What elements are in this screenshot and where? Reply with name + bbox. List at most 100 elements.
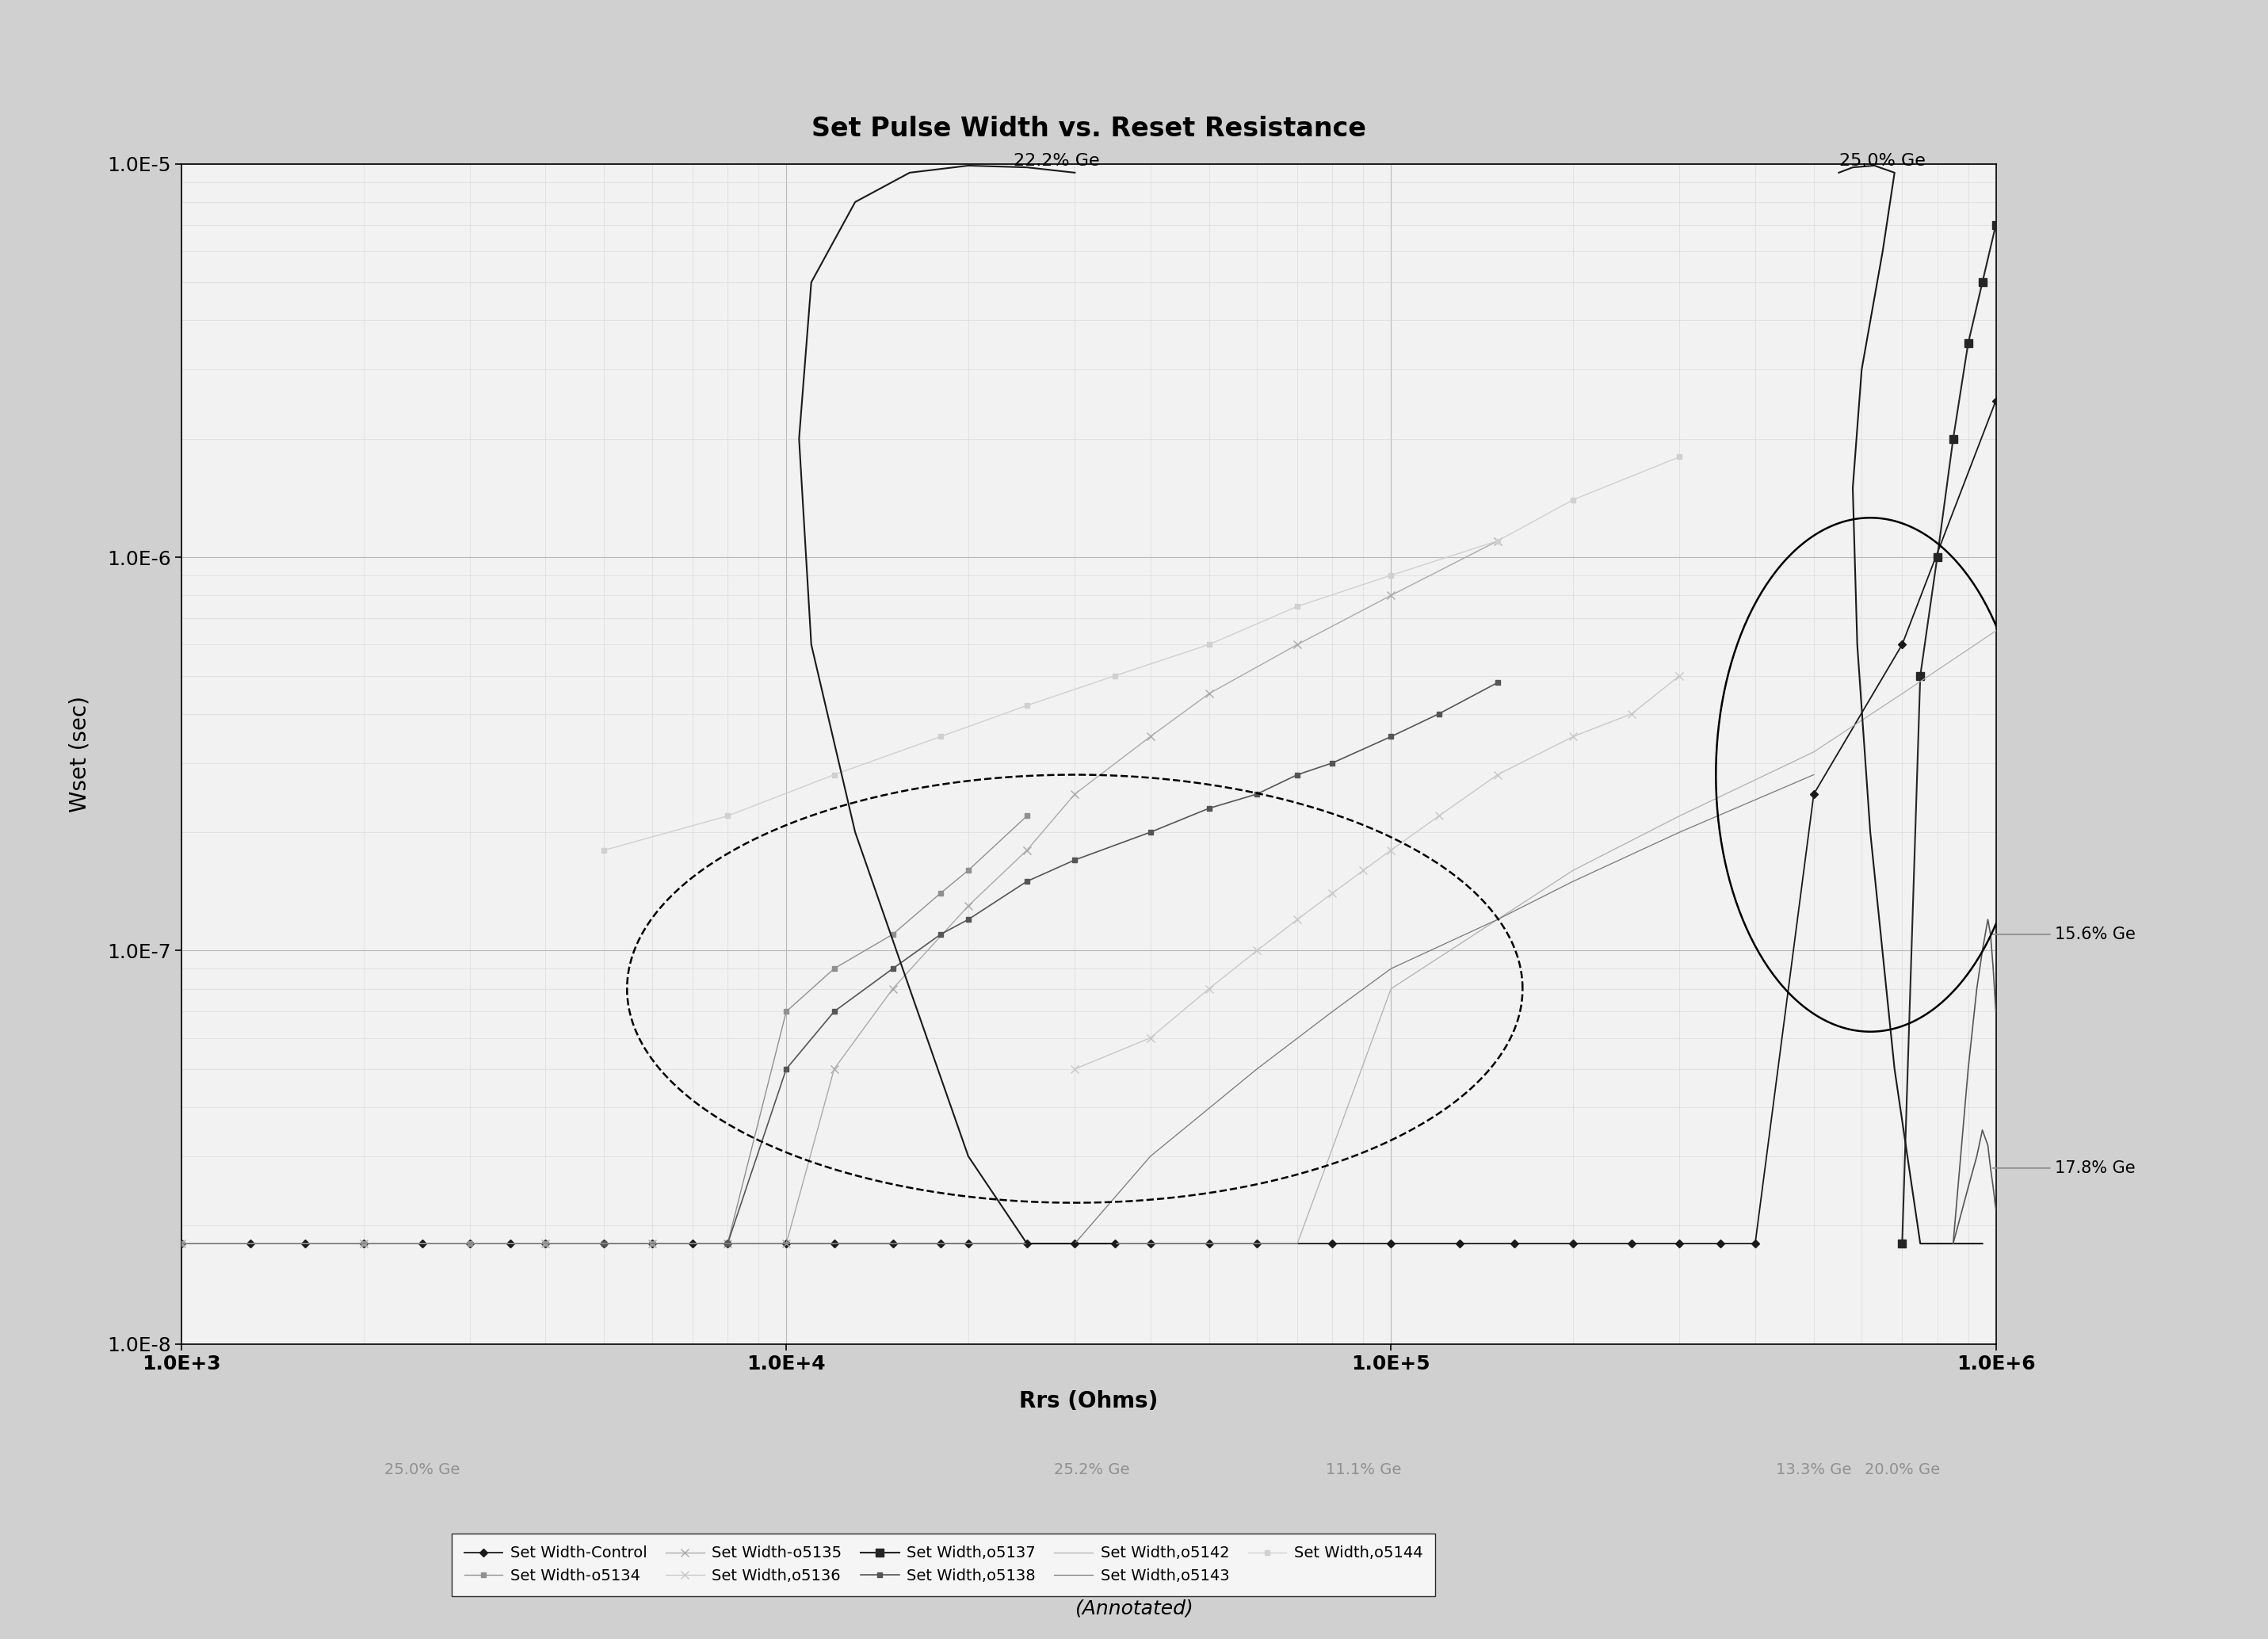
Set Width,o5136 [1667,665,1694,685]
Set Width-o5134 [533,1234,560,1254]
Set Width,o5138 [955,910,982,929]
Set Width-Control [497,1234,524,1254]
Set Width,o5138 [1061,851,1089,870]
Set Width-Control [928,1234,955,1254]
Set Width,o5136 [1483,765,1510,785]
Set Width,o5137 [1939,429,1966,449]
Set Width,o5138 [1483,674,1510,693]
Set Width-Control [349,1234,376,1254]
Text: 17.8% Ge: 17.8% Ge [1994,1160,2134,1177]
Line: Set Width,o5138: Set Width,o5138 [601,680,1501,1246]
Set Width-Control [1560,1234,1588,1254]
Set Width-o5135 [1014,841,1041,860]
Set Width,o5144 [590,841,617,860]
Set Width,o5138 [1284,765,1311,785]
Set Width,o5144 [1014,695,1041,715]
Set Width-o5135 [1195,683,1222,703]
Set Width,o5144 [821,765,848,785]
Line: Set Width,o5136: Set Width,o5136 [1070,672,1683,1074]
Set Width,o5144 [1560,490,1588,510]
Set Width-o5135 [349,1234,376,1254]
Set Width,o5144 [1483,531,1510,551]
Set Width-Control [1801,783,1828,803]
Set Width-o5134 [456,1234,483,1254]
Set Width-o5134 [1014,806,1041,826]
Set Width,o5142 [955,1234,982,1254]
Set Width,o5142 [1483,910,1510,929]
Text: 25.2% Ge: 25.2% Ge [1055,1462,1129,1477]
Set Width,o5144 [928,726,955,746]
Set Width,o5138 [880,959,907,978]
Line: Set Width,o5137: Set Width,o5137 [1898,221,2000,1247]
Text: (Annotated): (Annotated) [1075,1600,1193,1618]
Set Width,o5142 [590,1234,617,1254]
Text: 22.2% Ge: 22.2% Ge [1014,154,1100,169]
Set Width,o5138 [1318,752,1345,772]
Set Width-Control [290,1234,318,1254]
Set Width,o5142 [1982,621,2009,641]
Set Width-Control [408,1234,435,1254]
Text: 15.6% Ge: 15.6% Ge [1994,926,2134,942]
Text: 13.3% Ge: 13.3% Ge [1776,1462,1851,1477]
Set Width-Control [955,1234,982,1254]
Set Width,o5143 [1801,765,1828,785]
Set Width,o5137 [1907,665,1935,685]
Set Width-Control [1195,1234,1222,1254]
Line: Set Width-o5134: Set Width-o5134 [179,813,1030,1246]
Set Width-Control [1501,1234,1529,1254]
Text: 25.0% Ge: 25.0% Ge [1839,154,1926,169]
Set Width,o5137 [1923,547,1950,567]
Set Width-Control [1102,1234,1129,1254]
Set Width,o5143 [1483,910,1510,929]
Set Width,o5136 [1424,806,1452,826]
Set Width,o5136 [1318,883,1345,903]
Line: Set Width,o5142: Set Width,o5142 [181,631,1996,1244]
Set Width,o5142 [1889,683,1916,703]
Line: Set Width,o5144: Set Width,o5144 [601,454,1683,852]
Set Width-o5135 [168,1234,195,1254]
Set Width,o5142 [1061,1234,1089,1254]
Set Width-o5135 [880,978,907,998]
Set Width,o5136 [1061,1059,1089,1078]
Set Width,o5142 [1195,1234,1222,1254]
Set Width,o5143 [678,1234,705,1254]
Set Width,o5136 [1195,978,1222,998]
Set Width-Control [236,1234,263,1254]
Set Width-o5135 [955,897,982,916]
Set Width,o5143 [773,1234,801,1254]
Set Width,o5136 [1377,841,1404,860]
Set Width,o5142 [1136,1234,1163,1254]
Set Width-Control [1318,1234,1345,1254]
Y-axis label: Wset (sec): Wset (sec) [68,695,91,813]
Set Width-o5135 [773,1234,801,1254]
Set Width,o5144 [714,806,742,826]
Set Width,o5144 [1667,447,1694,467]
Legend: Set Width-Control, Set Width-o5134, Set Width-o5135, Set Width,o5136, Set Width,: Set Width-Control, Set Width-o5134, Set … [451,1534,1436,1596]
Set Width-o5134 [349,1234,376,1254]
Set Width-o5135 [1136,726,1163,746]
Set Width-Control [1014,1234,1041,1254]
Set Width-Control [456,1234,483,1254]
Set Width-Control [880,1234,907,1254]
Set Width-o5134 [640,1234,667,1254]
Set Width-o5135 [1483,531,1510,551]
Set Width-o5134 [928,883,955,903]
Set Width-o5135 [533,1234,560,1254]
Set Width-Control [533,1234,560,1254]
Set Width-Control [1706,1234,1733,1254]
Line: Set Width-Control: Set Width-Control [179,398,1998,1246]
Set Width-o5135 [1377,585,1404,605]
X-axis label: Rrs (Ohms): Rrs (Ohms) [1018,1390,1159,1413]
Set Width,o5143 [456,1234,483,1254]
Set Width,o5138 [1243,783,1270,803]
Set Width-o5135 [1284,634,1311,654]
Set Width,o5144 [1284,597,1311,616]
Set Width,o5138 [1014,872,1041,892]
Set Width-Control [640,1234,667,1254]
Set Width,o5143 [1061,1234,1089,1254]
Set Width,o5138 [928,924,955,944]
Set Width,o5136 [1560,726,1588,746]
Set Width,o5138 [1424,705,1452,724]
Text: 20.0% Ge: 20.0% Ge [1864,1462,1939,1477]
Set Width,o5144 [1102,665,1129,685]
